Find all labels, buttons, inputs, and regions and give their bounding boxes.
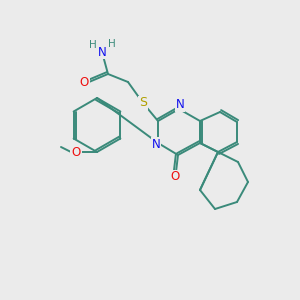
Text: N: N bbox=[176, 98, 184, 112]
Text: N: N bbox=[152, 137, 160, 151]
Text: H: H bbox=[89, 40, 97, 50]
Text: S: S bbox=[139, 97, 147, 110]
Text: O: O bbox=[80, 76, 88, 89]
Text: O: O bbox=[71, 146, 81, 158]
Text: N: N bbox=[98, 46, 106, 59]
Text: H: H bbox=[108, 39, 116, 49]
Text: O: O bbox=[170, 170, 180, 184]
